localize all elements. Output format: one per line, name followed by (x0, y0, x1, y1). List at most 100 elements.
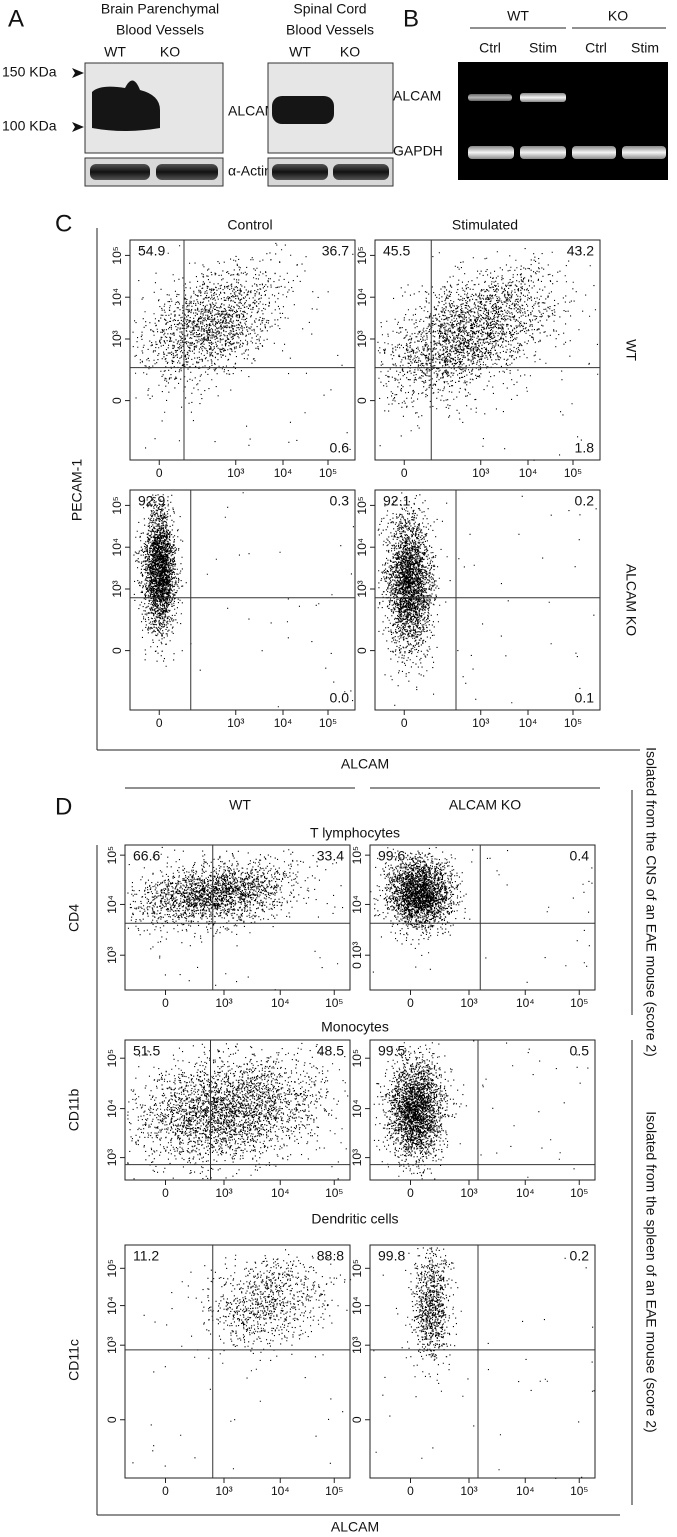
column-label: Stimulated (452, 217, 518, 233)
plot-frame (369, 1244, 596, 1479)
band-label: ALCAM (228, 103, 276, 119)
gel-band (572, 146, 616, 159)
x-tick-label: 10³ (460, 1186, 477, 1200)
y-tick-label: 10⁵ (350, 1259, 364, 1277)
blot-title: Blood Vessels (286, 22, 374, 38)
x-tick-label: 10³ (460, 1484, 477, 1498)
blot-band (272, 164, 328, 180)
y-tick-label: 10⁴ (105, 1099, 119, 1118)
y-tick-label: 10⁴ (110, 538, 124, 557)
axis-label: ALCAM (341, 756, 389, 772)
dot-cloud (377, 248, 599, 461)
axis-label: CD11b (66, 1089, 82, 1132)
x-tick-label: 0 (162, 996, 169, 1010)
dot-cloud (132, 1249, 352, 1470)
dot-cloud (127, 846, 344, 991)
gel-band (468, 94, 512, 101)
band-label: α-Actin (228, 163, 272, 179)
band-label: GAPDH (393, 143, 443, 159)
x-tick-label: 10⁵ (325, 996, 343, 1010)
row-title: T lymphocytes (310, 825, 400, 841)
quadrant-value: 0.0 (330, 690, 350, 706)
x-tick-label: 10⁴ (274, 466, 293, 480)
row-title: Monocytes (321, 1019, 389, 1035)
axis-label: PECAM-1 (69, 459, 85, 521)
y-tick-label: 10⁵ (350, 1049, 364, 1067)
x-tick-label: 10⁵ (570, 996, 588, 1010)
x-tick-label: 0 (162, 1484, 169, 1498)
x-tick-label: 10⁴ (516, 1186, 535, 1200)
y-tick-label: 0 (105, 1416, 119, 1423)
y-tick-label: 10⁴ (350, 1296, 364, 1315)
group-label: KO (608, 8, 628, 24)
blot-title: Spinal Cord (293, 1, 366, 17)
blot-band (272, 96, 334, 124)
y-tick-label: 10⁴ (355, 288, 369, 307)
y-tick-label: 0 (110, 647, 124, 654)
x-tick-label: 0 (407, 996, 414, 1010)
y-tick-label: 0 (355, 647, 369, 654)
y-tick-label: 10³ (105, 1337, 119, 1354)
quadrant-value: 0.3 (330, 493, 350, 509)
y-tick-label: 10⁴ (105, 895, 119, 914)
dot-cloud (127, 1042, 349, 1180)
blot-band (90, 164, 150, 180)
x-tick-label: 10³ (215, 996, 232, 1010)
y-tick-label: 10³ (105, 1149, 119, 1166)
axis-label: ALCAM (331, 1519, 379, 1535)
dot-cloud (133, 492, 354, 708)
gel-band (468, 146, 514, 159)
side-label: Isolated from the CNS of an EAE mouse (s… (643, 747, 659, 1057)
x-tick-label: 10³ (227, 466, 244, 480)
y-tick-label: 10³ (110, 330, 124, 347)
x-tick-label: 10⁵ (564, 466, 582, 480)
plot-frame (374, 239, 601, 461)
x-tick-label: 10⁵ (325, 1186, 343, 1200)
quadrant-value: 0.1 (575, 690, 595, 706)
plot-frame (124, 1244, 351, 1479)
blot-title: Blood Vessels (116, 22, 204, 38)
x-tick-label: 10⁴ (274, 716, 293, 730)
gel-band (520, 93, 566, 102)
lane-label: Ctrl (585, 40, 607, 56)
column-label: WT (229, 797, 251, 813)
plot-frame (374, 489, 601, 711)
quadrant-value: 88.8 (317, 1248, 344, 1264)
axis-label: CD4 (66, 904, 82, 932)
plot-frame (124, 844, 351, 991)
gel-band (622, 146, 666, 159)
dot-cloud (373, 1247, 595, 1479)
quadrant-value: 0.4 (570, 848, 590, 864)
plot-frame (124, 1039, 351, 1181)
panel-label: C (55, 210, 72, 237)
x-tick-label: 0 (407, 1186, 414, 1200)
arrow (72, 122, 84, 132)
plot-frame (369, 844, 596, 991)
y-tick-label: 10⁵ (105, 1049, 119, 1067)
x-tick-label: 10⁴ (271, 996, 290, 1010)
x-tick-label: 10³ (227, 716, 244, 730)
x-tick-label: 10⁴ (516, 1484, 535, 1498)
band-label: ALCAM (393, 88, 441, 104)
y-tick-label: 10³ (105, 947, 119, 964)
y-tick-label: 10⁵ (355, 246, 369, 264)
x-tick-label: 10³ (215, 1186, 232, 1200)
quadrant-value: 48.5 (317, 1043, 344, 1059)
y-tick-label: 10⁵ (350, 846, 364, 864)
y-tick-label: 10⁴ (105, 1296, 119, 1315)
panel-label: A (8, 5, 24, 32)
side-label: Isolated from the spleen of an EAE mouse… (643, 1111, 659, 1432)
y-tick-label: 10³ (110, 580, 124, 597)
column-label: ALCAM KO (449, 797, 521, 813)
lane-label: KO (340, 44, 360, 60)
plots: 0 10³ 10⁴ 10⁵ 10⁵ 10⁴ 10³ 0 54.9 36.7 0.6 0 10³ 10⁴ 10… (105, 239, 601, 1498)
dot-cloud (373, 1040, 589, 1180)
x-tick-label: 10⁴ (516, 996, 535, 1010)
x-tick-label: 0 (401, 716, 408, 730)
plot-frame (369, 1039, 596, 1181)
y-tick-label: 10⁴ (110, 288, 124, 307)
lane-label: WT (104, 44, 126, 60)
x-tick-label: 10⁵ (325, 1484, 343, 1498)
y-tick-label: 10³ (350, 1149, 364, 1166)
